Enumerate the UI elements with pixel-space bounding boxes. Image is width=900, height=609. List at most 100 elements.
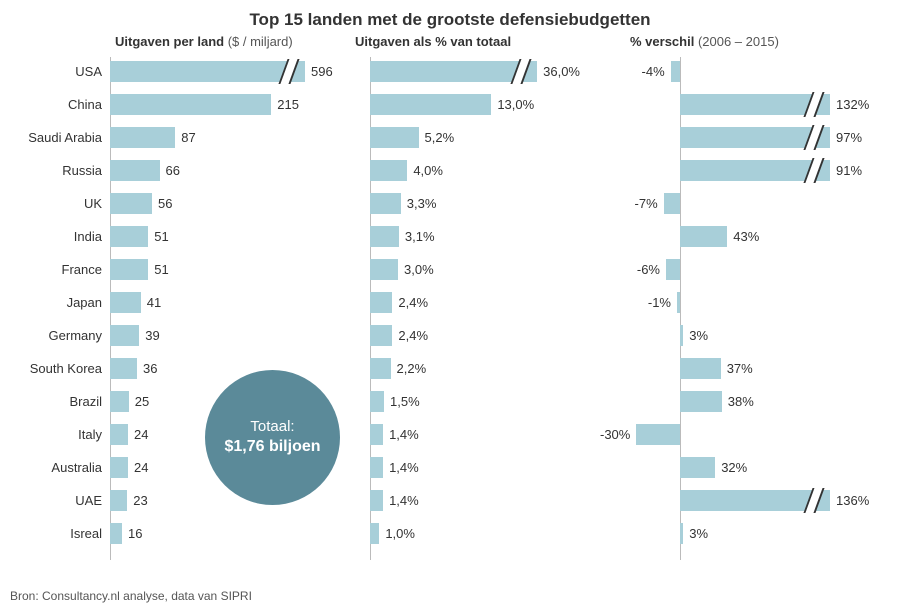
spend-bar bbox=[110, 127, 175, 148]
column-headers: Uitgaven per land ($ / miljard) Uitgaven… bbox=[0, 34, 900, 55]
country-label: Italy bbox=[20, 427, 110, 442]
pct-bar bbox=[370, 127, 419, 148]
country-label: Australia bbox=[20, 460, 110, 475]
chart-row: Brazil251,5%38% bbox=[20, 385, 880, 418]
col3-head: % verschil bbox=[630, 34, 694, 49]
spend-bar bbox=[110, 160, 160, 181]
diff-value: 32% bbox=[721, 460, 747, 475]
country-label: UK bbox=[20, 196, 110, 211]
spend-bar bbox=[110, 226, 148, 247]
country-label: South Korea bbox=[20, 361, 110, 376]
pct-bar bbox=[370, 160, 407, 181]
chart-row: Japan412,4%-1% bbox=[20, 286, 880, 319]
spend-bar bbox=[110, 424, 128, 445]
diff-value: 97% bbox=[836, 130, 862, 145]
chart-row: UK563,3%-7% bbox=[20, 187, 880, 220]
spend-value: 25 bbox=[135, 394, 149, 409]
pct-bar bbox=[370, 391, 384, 412]
pct-bar bbox=[370, 292, 392, 313]
pct-value: 2,2% bbox=[397, 361, 427, 376]
spend-value: 596 bbox=[311, 64, 333, 79]
pct-bar bbox=[370, 490, 383, 511]
country-label: Japan bbox=[20, 295, 110, 310]
spend-bar bbox=[110, 193, 152, 214]
diff-bar bbox=[680, 160, 830, 181]
diff-value: -1% bbox=[648, 295, 671, 310]
diff-bar bbox=[680, 127, 830, 148]
pct-bar bbox=[370, 94, 491, 115]
chart-row: Italy 24 1,4% -30% bbox=[20, 418, 880, 451]
spend-bar bbox=[110, 490, 127, 511]
diff-bar bbox=[666, 259, 680, 280]
pct-value: 1,4% bbox=[389, 493, 419, 508]
pct-value: 1,5% bbox=[390, 394, 420, 409]
chart-row: Russia664,0%91% bbox=[20, 154, 880, 187]
pct-value: 1,4% bbox=[389, 427, 419, 442]
total-badge: Totaal: $1,76 biljoen bbox=[205, 370, 340, 505]
diff-value: -30% bbox=[600, 427, 630, 442]
diff-value: -6% bbox=[637, 262, 660, 277]
col1-head: Uitgaven per land bbox=[115, 34, 224, 49]
pct-value: 1,0% bbox=[385, 526, 415, 541]
diff-value: 136% bbox=[836, 493, 869, 508]
spend-value: 51 bbox=[154, 229, 168, 244]
diff-bar bbox=[680, 457, 715, 478]
diff-bar bbox=[680, 226, 727, 247]
spend-value: 24 bbox=[134, 427, 148, 442]
rows-container: USA59636,0%-4%China21513,0%132%Saudi Ara… bbox=[0, 55, 900, 550]
spend-bar bbox=[110, 259, 148, 280]
spend-bar bbox=[110, 61, 305, 82]
spend-bar bbox=[110, 457, 128, 478]
spend-value: 16 bbox=[128, 526, 142, 541]
pct-bar bbox=[370, 226, 399, 247]
diff-value: -7% bbox=[635, 196, 658, 211]
diff-bar bbox=[680, 523, 683, 544]
spend-value: 215 bbox=[277, 97, 299, 112]
country-label: Russia bbox=[20, 163, 110, 178]
diff-bar bbox=[680, 94, 830, 115]
chart-row: India513,1%43% bbox=[20, 220, 880, 253]
diff-bar bbox=[680, 490, 830, 511]
diff-value: 91% bbox=[836, 163, 862, 178]
country-label: Saudi Arabia bbox=[20, 130, 110, 145]
diff-bar bbox=[677, 292, 680, 313]
pct-bar bbox=[370, 61, 537, 82]
pct-value: 36,0% bbox=[543, 64, 580, 79]
chart-row: South Korea362,2%37% bbox=[20, 352, 880, 385]
spend-value: 66 bbox=[166, 163, 180, 178]
chart-row: UAE231,4%136% bbox=[20, 484, 880, 517]
spend-value: 36 bbox=[143, 361, 157, 376]
pct-value: 3,0% bbox=[404, 262, 434, 277]
spend-value: 24 bbox=[134, 460, 148, 475]
diff-bar bbox=[680, 325, 683, 346]
col2-head: Uitgaven als % van totaal bbox=[355, 34, 511, 49]
spend-value: 51 bbox=[154, 262, 168, 277]
chart-title: Top 15 landen met de grootste defensiebu… bbox=[0, 0, 900, 34]
pct-bar bbox=[370, 358, 391, 379]
diff-bar bbox=[680, 391, 722, 412]
chart-row: Australia 24 1,4% 32% bbox=[20, 451, 880, 484]
spend-bar bbox=[110, 523, 122, 544]
country-label: USA bbox=[20, 64, 110, 79]
spend-value: 56 bbox=[158, 196, 172, 211]
diff-value: 132% bbox=[836, 97, 869, 112]
pct-value: 1,4% bbox=[389, 460, 419, 475]
diff-value: 3% bbox=[689, 328, 708, 343]
diff-value: 3% bbox=[689, 526, 708, 541]
country-label: UAE bbox=[20, 493, 110, 508]
spend-value: 41 bbox=[147, 295, 161, 310]
diff-bar bbox=[671, 61, 680, 82]
diff-bar bbox=[664, 193, 680, 214]
badge-line1: Totaal: bbox=[250, 417, 294, 437]
pct-value: 2,4% bbox=[398, 328, 428, 343]
chart-row: Isreal161,0%3% bbox=[20, 517, 880, 550]
pct-bar bbox=[370, 259, 398, 280]
chart-row: Saudi Arabia875,2%97% bbox=[20, 121, 880, 154]
country-label: India bbox=[20, 229, 110, 244]
diff-value: 43% bbox=[733, 229, 759, 244]
pct-value: 13,0% bbox=[497, 97, 534, 112]
chart-row: China21513,0%132% bbox=[20, 88, 880, 121]
source-text: Bron: Consultancy.nl analyse, data van S… bbox=[10, 589, 252, 603]
country-label: France bbox=[20, 262, 110, 277]
spend-bar bbox=[110, 325, 139, 346]
